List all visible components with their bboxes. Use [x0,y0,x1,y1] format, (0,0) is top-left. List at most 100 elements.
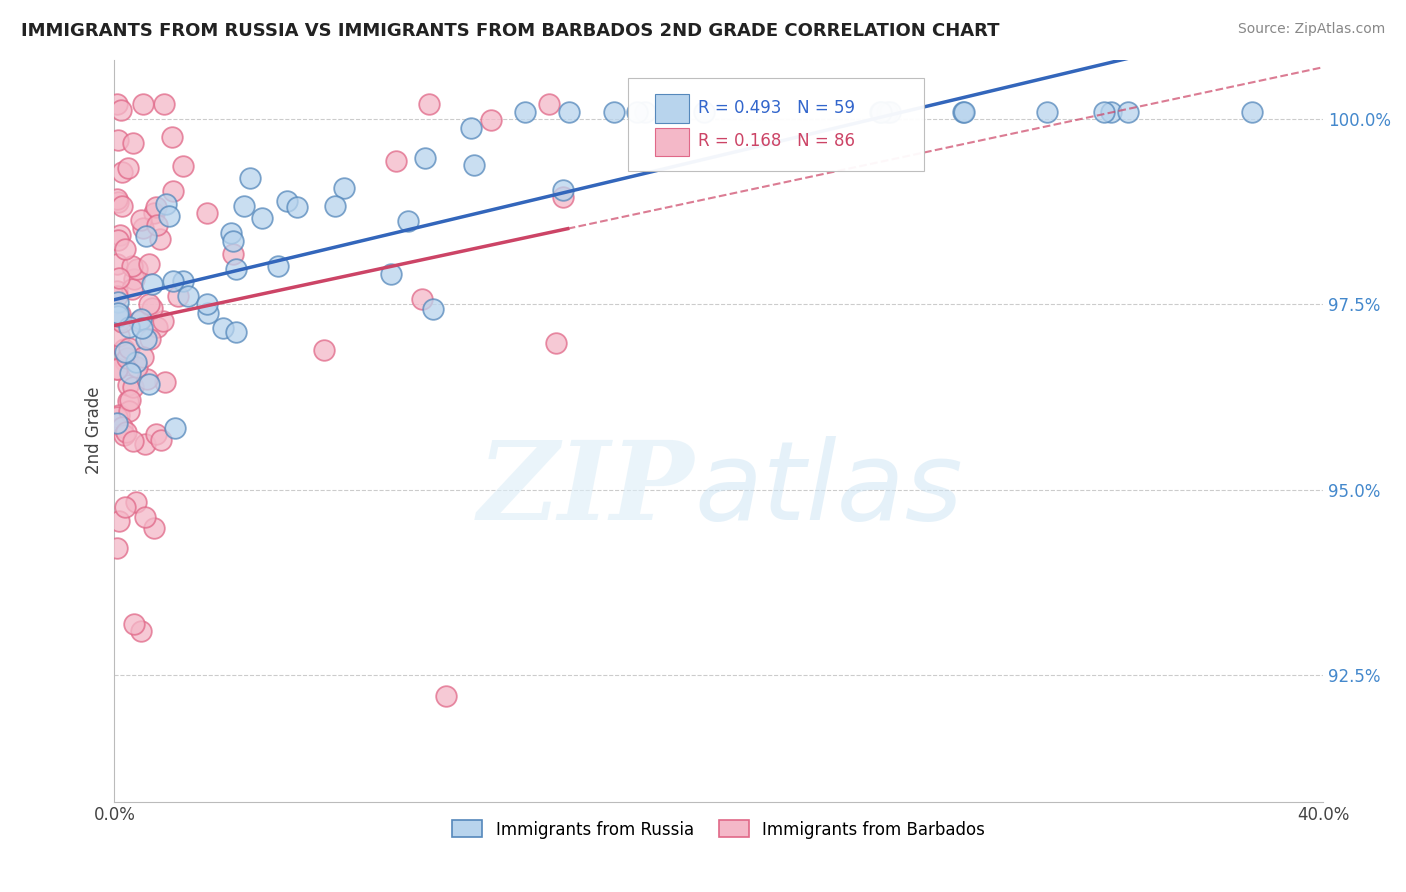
Point [1092,104,1115,119]
Point [460,121,482,136]
Point [107,271,129,285]
Point [121,259,143,273]
Point [153,97,176,112]
Point [1241,104,1264,119]
Point [131,97,153,112]
Point [111,315,134,329]
Text: atlas: atlas [695,436,963,543]
Point [114,353,136,368]
Point [110,103,132,117]
Point [107,410,129,425]
Point [138,257,160,271]
Point [546,336,568,351]
Point [125,494,148,508]
Point [879,104,901,119]
Point [267,259,290,273]
Point [141,301,163,315]
Point [396,214,419,228]
Point [132,350,155,364]
Text: Source: ZipAtlas.com: Source: ZipAtlas.com [1237,22,1385,37]
Point [107,289,129,303]
Point [166,289,188,303]
Point [135,332,157,346]
Point [463,158,485,172]
Point [118,366,141,380]
Point [134,510,156,524]
Point [418,97,440,112]
Point [143,206,166,220]
Point [603,104,626,119]
Point [1099,104,1122,119]
Point [239,171,262,186]
Point [135,372,157,386]
Point [558,104,581,119]
Point [152,313,174,327]
Point [952,104,974,119]
Point [114,242,136,256]
Legend: Immigrants from Russia, Immigrants from Barbados: Immigrants from Russia, Immigrants from … [446,814,991,846]
Point [108,307,131,321]
Point [129,624,152,639]
Point [108,313,131,327]
Point [128,314,150,328]
Point [876,104,898,119]
Point [479,113,502,128]
Point [153,375,176,389]
Point [107,233,129,247]
Point [222,234,245,248]
Point [693,104,716,119]
Point [131,213,153,227]
Point [131,320,153,334]
Point [384,153,406,168]
Point [125,355,148,369]
Point [107,195,129,210]
Point [108,329,131,343]
Point [232,199,254,213]
Point [155,197,177,211]
Point [222,247,245,261]
Point [117,393,139,408]
Point [107,362,129,376]
Text: IMMIGRANTS FROM RUSSIA VS IMMIGRANTS FROM BARBADOS 2ND GRADE CORRELATION CHART: IMMIGRANTS FROM RUSSIA VS IMMIGRANTS FRO… [21,22,1000,40]
Text: R = 0.493   N = 59: R = 0.493 N = 59 [699,99,855,117]
Point [107,541,129,556]
Point [143,521,166,535]
Point [172,159,194,173]
Point [513,104,536,119]
FancyBboxPatch shape [628,78,924,171]
Point [107,408,129,422]
Point [127,261,149,276]
Point [415,152,437,166]
Text: ZIP: ZIP [478,436,695,544]
Point [132,221,155,235]
Point [250,211,273,225]
Point [122,136,145,150]
Point [146,218,169,232]
Point [162,184,184,198]
Point [163,421,186,435]
Point [138,377,160,392]
Point [107,97,129,112]
Point [122,617,145,632]
Point [225,262,247,277]
Point [422,301,444,316]
Point [314,343,336,358]
Point [107,309,129,323]
Point [434,689,457,703]
Bar [655,128,689,156]
Point [107,362,129,376]
Point [134,437,156,451]
Point [111,165,134,179]
Point [162,129,184,144]
Point [138,297,160,311]
Point [537,97,560,112]
Point [145,427,167,442]
Point [118,392,141,407]
Point [285,200,308,214]
Point [107,417,129,431]
Point [195,296,218,310]
Point [212,321,235,335]
Point [177,289,200,303]
Bar [655,95,689,123]
Point [148,232,170,246]
